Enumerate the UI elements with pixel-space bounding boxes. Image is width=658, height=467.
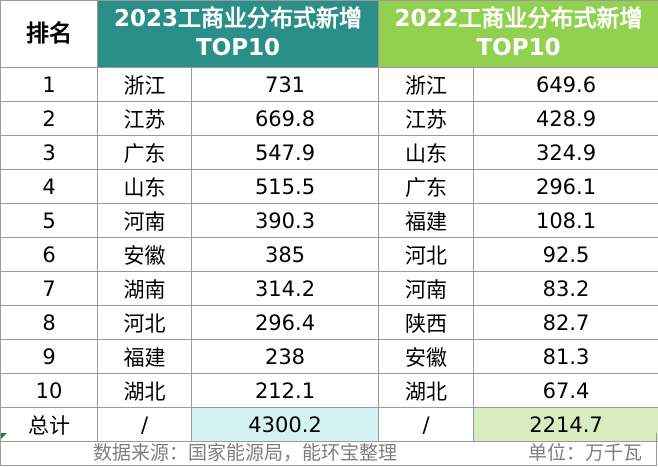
province-2022-cell: 河北 [378,237,475,272]
province-2022-cell: 安徽 [378,339,475,374]
header-2023: 2023工商业分布式新增 TOP10 [96,0,380,68]
value-2022-cell: 81.3 [473,339,658,374]
value-2022-cell: 324.9 [473,135,658,170]
header-2023-title: 2023工商业分布式新增 [114,6,363,32]
rank-header: 排名 [0,0,98,68]
rank-cell: 10 [0,373,98,408]
table-row: 6 安徽 385 河北 92.5 [0,237,658,272]
value-2023-cell: 314.2 [190,271,380,306]
table-row: 7 湖南 314.2 河南 83.2 [0,271,658,306]
value-2023-cell: 238 [190,339,380,374]
value-2022-cell: 67.4 [473,373,658,408]
province-2023-cell: 安徽 [97,237,192,272]
value-2022-cell: 92.5 [473,237,658,272]
header-2022-subtitle: TOP10 [476,35,561,61]
rank-cell: 5 [0,203,98,238]
province-2022-cell: 山东 [378,135,475,170]
value-2023-cell: 547.9 [190,135,380,170]
value-2023-cell: 385 [190,237,380,272]
province-2022-cell: 浙江 [378,67,475,102]
table-row: 2 江苏 669.8 江苏 428.9 [0,101,658,136]
value-2023-cell: 296.4 [190,305,380,340]
rank-cell: 2 [0,101,98,136]
ranking-table: 排名 2023工商业分布式新增 TOP10 2022工商业分布式新增 TOP10… [0,0,658,442]
province-2022-cell: 陕西 [378,305,475,340]
rank-cell: 7 [0,271,98,306]
footer-bar: 数据来源：国家能源局，能环宝整理 单位：万千瓦 [0,433,657,466]
table-row: 3 广东 547.9 山东 324.9 [0,135,658,170]
province-2023-cell: 河南 [97,203,192,238]
table-row: 9 福建 238 安徽 81.3 [0,339,658,374]
table-row: 10 湖北 212.1 湖北 67.4 [0,373,658,408]
province-2023-cell: 江苏 [97,101,192,136]
province-2022-cell: 湖北 [378,373,475,408]
province-2023-cell: 广东 [97,135,192,170]
total-value-2022: 2214.7 [473,407,658,442]
rank-cell: 1 [0,67,98,102]
value-2023-cell: 390.3 [190,203,380,238]
header-2023-subtitle: TOP10 [195,35,281,61]
province-2022-cell: 福建 [378,203,475,238]
province-2023-cell: 浙江 [97,67,192,102]
total-province-2023: / [97,407,192,442]
rank-cell: 8 [0,305,98,340]
total-label: 总计 [0,407,98,442]
header-2022: 2022工商业分布式新增 TOP10 [378,0,658,68]
table-row: 8 河北 296.4 陕西 82.7 [0,305,658,340]
table-row: 4 山东 515.5 广东 296.1 [0,169,658,204]
value-2022-cell: 296.1 [473,169,658,204]
rank-cell: 3 [0,135,98,170]
value-2022-cell: 82.7 [473,305,658,340]
province-2023-cell: 山东 [97,169,192,204]
total-row: 总计/4300.2/2214.7 [0,407,658,442]
value-2022-cell: 108.1 [473,203,658,238]
total-value-2023: 4300.2 [190,407,380,442]
province-2023-cell: 河北 [97,305,192,340]
rank-cell: 6 [0,237,98,272]
header-row: 排名 2023工商业分布式新增 TOP10 2022工商业分布式新增 TOP10 [0,0,658,68]
value-2023-cell: 515.5 [190,169,380,204]
rank-cell: 9 [0,339,98,374]
value-2022-cell: 649.6 [473,67,658,102]
data-source: 数据来源：国家能源局，能环宝整理 [93,442,398,464]
province-2023-cell: 湖北 [97,373,192,408]
province-2023-cell: 湖南 [97,271,192,306]
province-2022-cell: 广东 [378,169,475,204]
province-2022-cell: 河南 [378,271,475,306]
table-row: 1 浙江 731 浙江 649.6 [0,67,658,102]
province-2022-cell: 江苏 [378,101,475,136]
rank-cell: 4 [0,169,98,204]
unit-label: 单位：万千瓦 [528,442,643,464]
value-2022-cell: 428.9 [473,101,658,136]
value-2023-cell: 212.1 [190,373,380,408]
table-row: 5 河南 390.3 福建 108.1 [0,203,658,238]
cell-marker-icon [1,433,7,439]
value-2023-cell: 731 [190,67,380,102]
province-2023-cell: 福建 [97,339,192,374]
value-2022-cell: 83.2 [473,271,658,306]
header-2022-title: 2022工商业分布式新增 [394,6,643,32]
value-2023-cell: 669.8 [190,101,380,136]
